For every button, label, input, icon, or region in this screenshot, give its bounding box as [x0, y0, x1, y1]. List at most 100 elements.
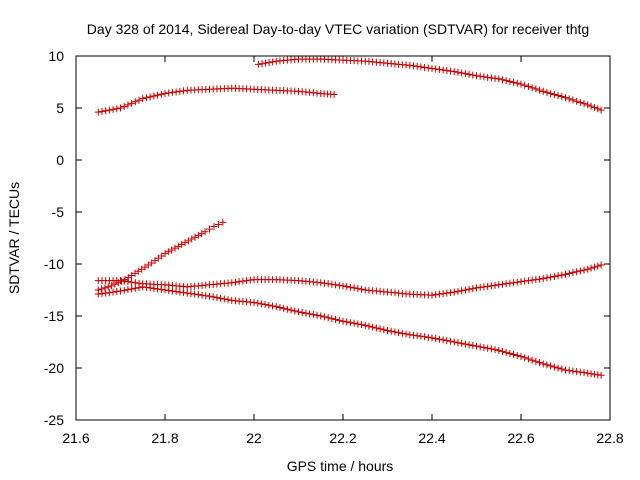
y-tick-label: -15 [44, 308, 64, 324]
data-point-marker [487, 282, 495, 290]
data-point-marker [113, 105, 121, 113]
data-point-marker [513, 278, 521, 286]
data-point-marker [536, 359, 544, 367]
data-point-marker [569, 367, 577, 375]
data-point-marker [562, 270, 569, 278]
data-point-marker [458, 339, 466, 347]
data-point-marker [191, 233, 199, 241]
data-point-marker [358, 285, 366, 293]
data-point-marker [597, 106, 605, 114]
data-point-marker [154, 91, 162, 99]
data-point-marker [94, 290, 102, 298]
data-point-marker [395, 329, 403, 337]
data-point-marker [258, 60, 266, 68]
x-tick-label: 22.4 [418, 430, 445, 446]
data-point-marker [554, 92, 562, 100]
data-point-marker [480, 73, 488, 81]
data-point-marker [261, 301, 269, 309]
data-point-marker [473, 72, 480, 80]
data-point-marker [528, 356, 536, 364]
data-point-marker [543, 274, 551, 282]
data-point-marker [565, 270, 573, 278]
data-point-marker [502, 348, 510, 356]
data-point-marker [447, 289, 455, 297]
data-point-marker [439, 290, 447, 298]
data-point-marker [220, 295, 228, 303]
data-point-marker [594, 371, 602, 379]
data-point-marker [502, 280, 510, 288]
data-point-marker [539, 275, 547, 283]
data-point-marker [191, 290, 199, 298]
data-point-marker [421, 333, 429, 341]
data-point-marker [180, 87, 188, 95]
data-point-marker [320, 313, 328, 321]
data-point-marker [124, 286, 132, 294]
data-point-marker [506, 279, 514, 287]
data-point-marker [439, 66, 447, 74]
data-point-marker [369, 323, 377, 331]
data-point-marker [458, 287, 466, 295]
data-point-marker [554, 364, 562, 372]
data-point-marker [435, 66, 443, 74]
data-point-marker [172, 88, 180, 96]
data-point-marker [171, 244, 179, 252]
data-point-marker [339, 317, 347, 325]
data-point-marker [317, 312, 325, 320]
data-point-marker [547, 362, 555, 370]
data-point-marker [183, 289, 191, 297]
y-tick-label: 5 [56, 100, 64, 116]
data-point-marker [231, 278, 239, 286]
data-point-marker [443, 289, 451, 297]
y-tick-label: -25 [44, 412, 64, 428]
data-point-marker [165, 89, 173, 97]
data-point-marker [491, 346, 499, 354]
data-point-marker [206, 292, 213, 300]
data-point-marker [584, 369, 592, 377]
data-point-marker [165, 287, 173, 295]
data-point-marker [139, 283, 147, 291]
data-point-marker [283, 305, 291, 313]
data-point-marker [168, 287, 176, 295]
data-point-marker [124, 278, 132, 286]
data-point-marker [558, 93, 566, 101]
data-point-marker [569, 269, 577, 277]
data-point-marker [417, 63, 425, 71]
data-point-marker [443, 67, 451, 75]
data-point-marker [532, 357, 540, 365]
data-point-marker [476, 343, 484, 351]
data-point-marker [539, 360, 547, 368]
data-point-marker [172, 288, 180, 296]
y-tick-label: -5 [52, 204, 65, 220]
data-point-marker [168, 246, 176, 254]
x-tick-label: 22.6 [507, 430, 534, 446]
data-point-marker [219, 218, 227, 226]
data-point-marker [406, 331, 414, 339]
data-point-marker [335, 316, 343, 324]
data-point-marker [161, 286, 169, 294]
data-point-marker [280, 304, 288, 312]
data-point-marker [150, 92, 158, 100]
data-point-marker [235, 278, 243, 286]
data-point-marker [558, 271, 566, 279]
data-point-marker [380, 326, 388, 334]
data-point-marker [209, 293, 217, 301]
data-point-marker [454, 287, 462, 295]
data-point-marker [117, 277, 124, 285]
data-point-marker [330, 90, 338, 98]
data-point-marker [495, 346, 503, 354]
data-point-marker [142, 94, 150, 102]
data-point-marker [120, 102, 128, 110]
data-point-marker [469, 285, 477, 293]
data-point-marker [105, 106, 113, 114]
data-point-marker [550, 363, 558, 371]
data-point-marker [387, 327, 395, 335]
data-point-marker [484, 73, 492, 81]
data-point-marker [498, 347, 506, 355]
data-point-marker [480, 283, 488, 291]
data-point-marker [554, 272, 562, 280]
data-point-marker [254, 60, 262, 68]
data-point-marker [246, 276, 254, 284]
data-point-marker [257, 300, 265, 308]
data-point-marker [128, 99, 136, 107]
